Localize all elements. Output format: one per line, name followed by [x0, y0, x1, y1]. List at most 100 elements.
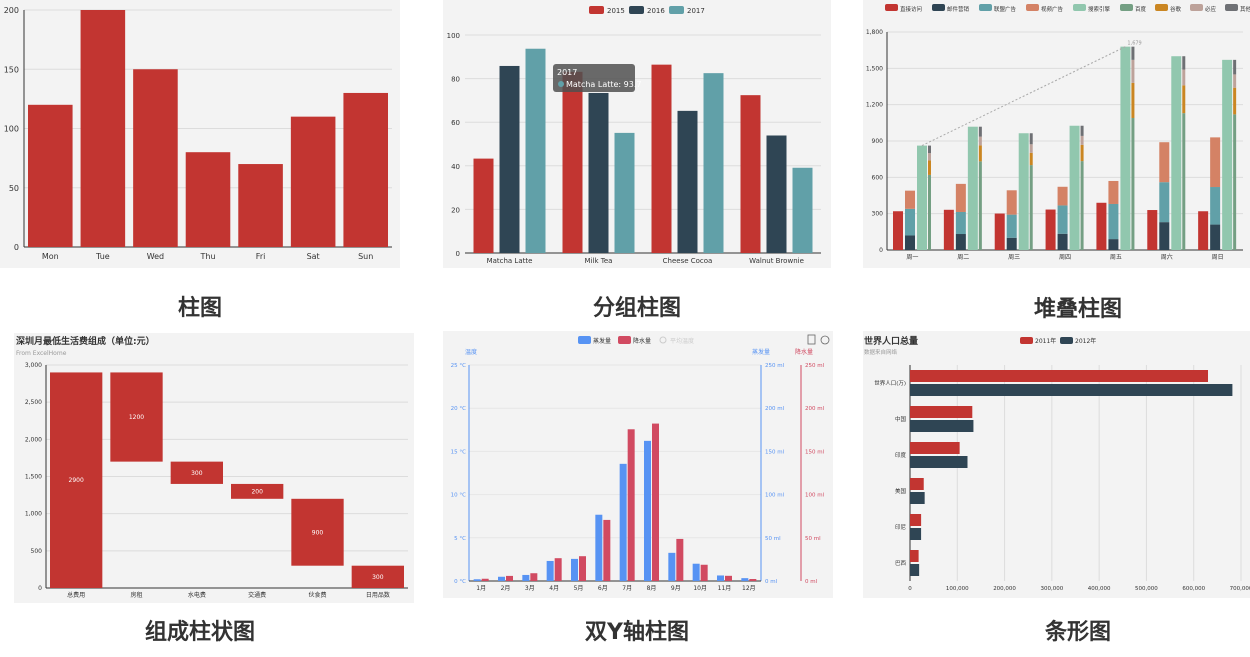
bar-segment: [1120, 46, 1131, 250]
chart-panel-horizontal-bar: 世界人口总量 数据来自网络 2011年 2012年 0 100,000 200,000 300…: [863, 331, 1250, 598]
y-tick-label-evap: 250 ml: [765, 363, 785, 369]
chart-panel-bar: 0 50 100 150 200 Mon Tue Wed Thu Fri Sat Sun: [0, 0, 400, 268]
bar-segment: [1182, 69, 1186, 86]
bar-segment: [1045, 209, 1056, 250]
x-tick-label: 8月: [647, 585, 657, 592]
x-tick-label: Mon: [42, 252, 59, 261]
bar-segment: [928, 160, 931, 175]
bar-segment: [1131, 117, 1135, 250]
legend-label: 必应: [1205, 5, 1217, 13]
x-tick-label: 100,000: [946, 586, 969, 592]
chart-title: 深圳月最低生活费组成（单位:元）: [16, 335, 155, 347]
bar-segment: [1147, 210, 1158, 250]
legend-label: 联盟广告: [994, 5, 1017, 13]
legend-swatch: [979, 4, 992, 11]
y-tick-label: 1,000: [25, 511, 42, 518]
bar: [473, 579, 481, 581]
x-tick-label: 3月: [525, 585, 535, 592]
y-tick-label: 0: [456, 250, 460, 258]
legend-swatch: [1026, 4, 1039, 11]
legend-label: 百度: [1135, 5, 1147, 13]
legend-swatch: [932, 4, 945, 11]
y-tick-label: 900: [872, 138, 884, 145]
legend-swatch: [885, 4, 898, 11]
x-tick-label: 1月: [476, 585, 486, 592]
bar-segment: [1182, 113, 1186, 251]
bar: [910, 406, 973, 418]
bar: [676, 538, 684, 581]
bar-segment: [1233, 87, 1237, 115]
x-tick-label: 2月: [501, 585, 511, 592]
legend-swatch: [659, 336, 667, 344]
bar-segment: [928, 145, 931, 154]
legend-swatch: [1060, 337, 1073, 344]
caption-horizontal-bar: 条形图: [1044, 620, 1111, 645]
bar: [579, 556, 586, 581]
bar: [522, 574, 530, 581]
bar-segment: [1029, 133, 1033, 145]
bar: [231, 483, 284, 499]
legend-swatch: [1190, 4, 1203, 11]
waterfall-chart: 深圳月最低生活费组成（单位:元） From ExcelHome 0 500 1,000 1…: [16, 335, 408, 599]
y-tick-label: 1,500: [866, 65, 883, 72]
bar-segment: [1210, 224, 1221, 250]
bar: [498, 576, 505, 581]
bar-segment: [905, 235, 915, 250]
bar: [700, 564, 708, 581]
bar-segment: [1108, 180, 1119, 204]
y-tick-label: 100: [447, 32, 460, 40]
x-tick-label: 300,000: [1040, 586, 1063, 592]
bar: [506, 575, 513, 581]
bar-segment: [1182, 85, 1186, 114]
stacked-bar-chart: 直接访问 邮件营销 联盟广告 视频广告 搜索引擎 百度 谷歌 必应 其他 0 300 600 900 1,…: [866, 4, 1250, 261]
y-tick-label-rain: 50 ml: [805, 536, 821, 542]
tooltip-title: 2017: [557, 68, 577, 77]
bar-segment: [1006, 214, 1017, 238]
bar: [80, 10, 126, 247]
legend-swatch: [1225, 4, 1238, 11]
x-tick-label: 周六: [1161, 253, 1173, 261]
bar: [351, 565, 404, 588]
legend-label: 蒸发量: [593, 337, 611, 345]
y-tick-label-rain: 150 ml: [805, 449, 825, 455]
bar-segment: [928, 174, 931, 250]
bar-segment: [1108, 203, 1119, 240]
axis-name: 降水量: [795, 348, 813, 356]
bar: [766, 135, 787, 253]
bar: [910, 514, 922, 526]
bar-segment: [978, 136, 982, 146]
bar-segment: [1159, 142, 1170, 183]
bar: [562, 71, 583, 253]
bar: [588, 92, 609, 253]
markline-label: 1,679: [1127, 41, 1141, 47]
bar: [603, 519, 611, 581]
y-tick-label: 中国: [895, 415, 907, 423]
y-tick-label: 80: [451, 76, 460, 84]
legend-label: 2017: [687, 7, 705, 15]
bar-segment: [1159, 222, 1170, 250]
y-tick-label: 600: [872, 174, 884, 181]
bar-segment: [1029, 152, 1033, 166]
y-tick-label: 200: [4, 6, 19, 15]
bar: [170, 461, 223, 484]
legend-swatch: [1155, 4, 1168, 11]
bar-segment: [1182, 56, 1186, 70]
bar-segment: [978, 126, 982, 137]
bar: [343, 92, 388, 247]
bar-segment: [905, 208, 915, 236]
y-tick-label: 0: [38, 585, 42, 592]
bar: [50, 372, 103, 588]
legend-label: 其他: [1240, 5, 1250, 13]
x-tick-label: 周一: [906, 254, 918, 261]
x-tick-label: 600,000: [1182, 586, 1205, 592]
bar: [910, 370, 1209, 382]
bar-segment: [1006, 237, 1017, 250]
axis-name: 温度: [465, 348, 477, 356]
data-label: 200: [251, 488, 263, 495]
bar-segment: [955, 234, 966, 250]
bar-segment: [1080, 125, 1084, 136]
bar: [910, 564, 920, 576]
bar-segment: [1233, 114, 1237, 250]
bar-segment: [1018, 133, 1029, 250]
x-tick-label: 交通费: [248, 591, 266, 599]
